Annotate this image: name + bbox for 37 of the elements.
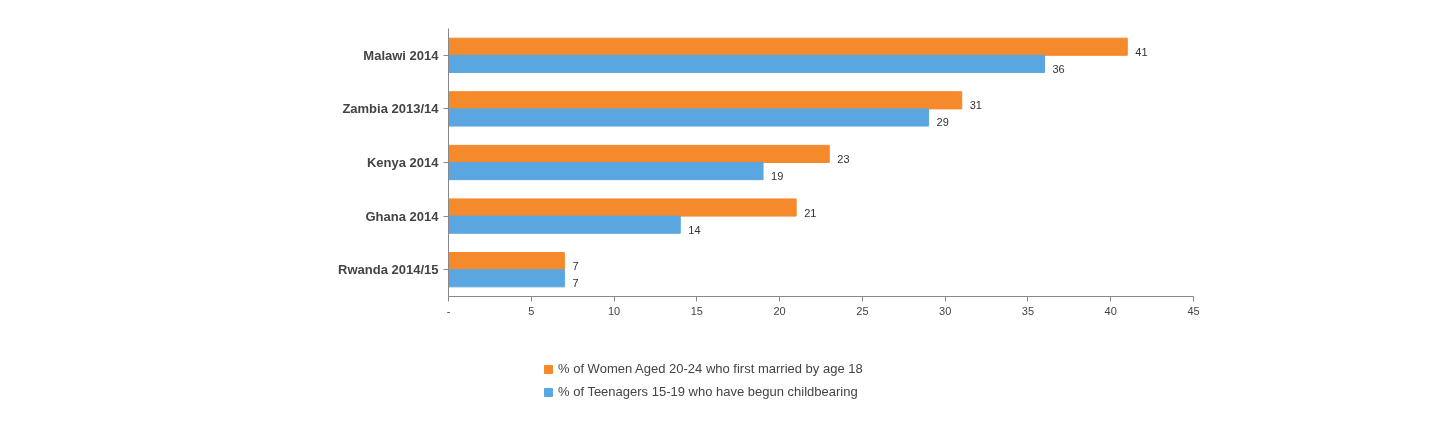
x-tick-label: 45: [1187, 304, 1200, 317]
x-tick-label: 20: [773, 304, 786, 317]
data-label: 41: [1135, 45, 1148, 58]
data-label: 14: [688, 223, 701, 236]
data-label: 7: [572, 260, 579, 273]
x-tick-label: 35: [1021, 304, 1035, 317]
y-tick-label: Rwanda 2014/15: [338, 262, 439, 278]
x-tick-label: 15: [690, 304, 703, 317]
x-tick-label: 40: [1104, 304, 1117, 317]
x-tick-label: 5: [528, 304, 535, 317]
bar: [448, 162, 764, 181]
x-tick-label: 30: [939, 304, 952, 317]
y-tick-label: Ghana 2014: [365, 208, 440, 224]
data-label: 19: [771, 170, 784, 183]
x-tick-label: 25: [856, 304, 869, 317]
legend-label: % of Women Aged 20-24 who first married by age 18: [558, 361, 863, 376]
bar: [448, 144, 830, 163]
data-label: 23: [837, 152, 850, 165]
bar: [448, 198, 797, 217]
y-tick-label: Zambia 2013/14: [342, 101, 440, 117]
y-tick-label: Malawi 2014: [363, 47, 440, 63]
legend-label: % of Teenagers 15-19 who have begun childbearing: [558, 384, 858, 399]
bar: [448, 108, 930, 127]
x-tick-label: 10: [607, 304, 621, 317]
data-label: 36: [1052, 62, 1065, 75]
bar: [448, 215, 681, 234]
bar: [448, 37, 1128, 56]
x-tick-label: -: [446, 304, 451, 317]
y-tick-label: Kenya 2014: [366, 155, 440, 170]
bar: [448, 91, 963, 110]
data-label: 29: [936, 116, 949, 129]
bar: [448, 252, 565, 271]
data-label: 7: [572, 277, 579, 290]
data-label: 31: [969, 99, 982, 112]
data-label: 21: [804, 206, 817, 219]
bar: [448, 269, 565, 288]
bar: [448, 54, 1045, 73]
